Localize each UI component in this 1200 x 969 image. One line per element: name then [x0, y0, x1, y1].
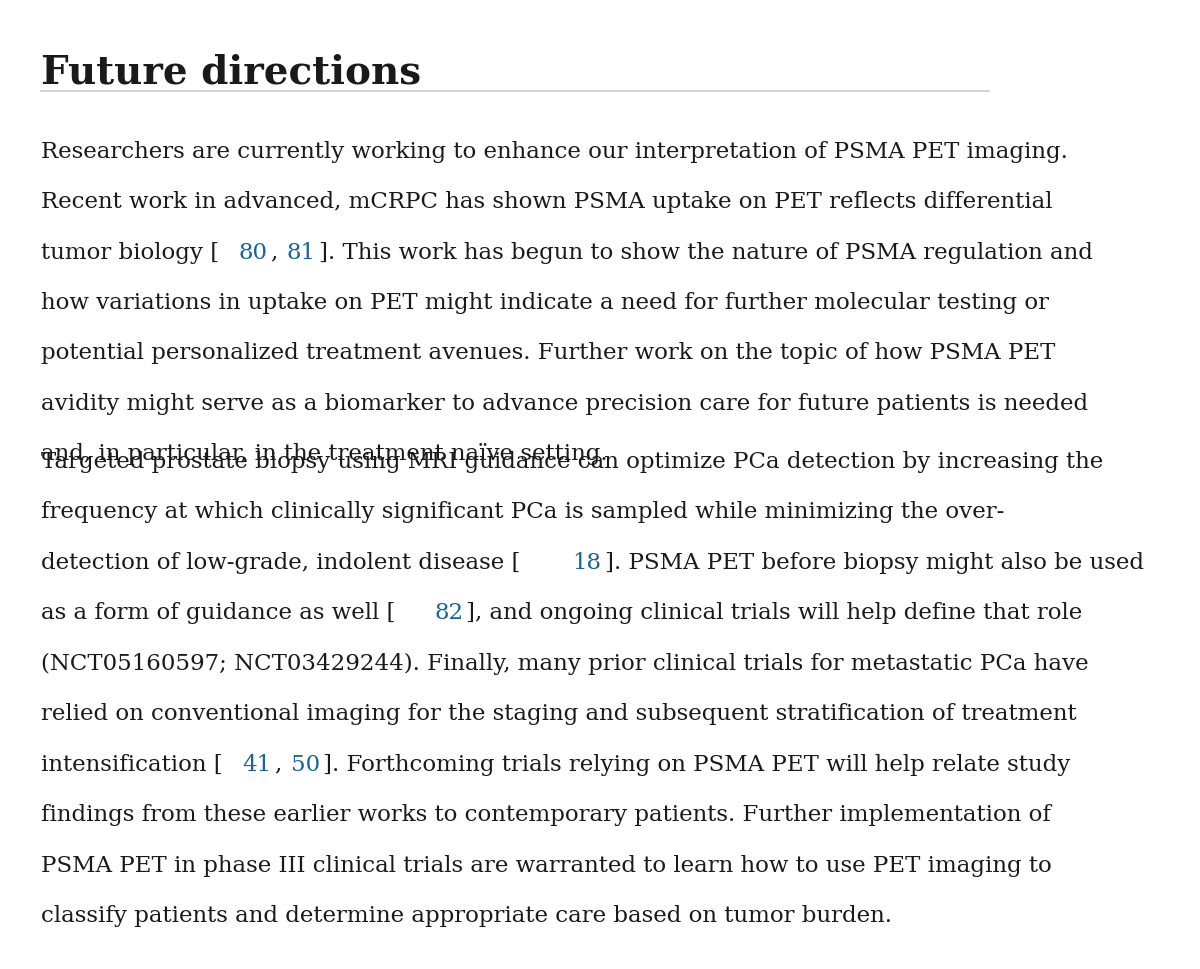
Text: frequency at which clinically significant PCa is sampled while minimizing the ov: frequency at which clinically significan…: [41, 501, 1004, 523]
Text: Recent work in advanced, mCRPC has shown PSMA uptake on PET reflects differentia: Recent work in advanced, mCRPC has shown…: [41, 191, 1052, 213]
Text: ]. Forthcoming trials relying on PSMA PET will help relate study: ]. Forthcoming trials relying on PSMA PE…: [323, 753, 1070, 775]
Text: tumor biology [: tumor biology [: [41, 241, 220, 264]
Text: ]. PSMA PET before biopsy might also be used: ]. PSMA PET before biopsy might also be …: [605, 551, 1144, 574]
Text: relied on conventional imaging for the staging and subsequent stratification of : relied on conventional imaging for the s…: [41, 703, 1076, 725]
Text: 41: 41: [242, 753, 271, 775]
Text: 81: 81: [287, 241, 316, 264]
Text: and, in particular, in the treatment naïve setting.: and, in particular, in the treatment naï…: [41, 443, 608, 465]
Text: ], and ongoing clinical trials will help define that role: ], and ongoing clinical trials will help…: [467, 602, 1082, 624]
Text: Researchers are currently working to enhance our interpretation of PSMA PET imag: Researchers are currently working to enh…: [41, 141, 1068, 163]
Text: Future directions: Future directions: [41, 53, 421, 91]
Text: intensification [: intensification [: [41, 753, 223, 775]
Text: as a form of guidance as well [: as a form of guidance as well [: [41, 602, 396, 624]
Text: 18: 18: [572, 551, 601, 574]
Text: 80: 80: [239, 241, 268, 264]
Text: ,: ,: [275, 753, 289, 775]
Text: Targeted prostate biopsy using MRI guidance can optimize PCa detection by increa: Targeted prostate biopsy using MRI guida…: [41, 451, 1104, 473]
Text: (NCT05160597; NCT03429244). Finally, many prior clinical trials for metastatic P: (NCT05160597; NCT03429244). Finally, man…: [41, 652, 1088, 674]
Text: classify patients and determine appropriate care based on tumor burden.: classify patients and determine appropri…: [41, 904, 893, 926]
Text: PSMA PET in phase III clinical trials are warranted to learn how to use PET imag: PSMA PET in phase III clinical trials ar…: [41, 854, 1052, 876]
Text: potential personalized treatment avenues. Further work on the topic of how PSMA : potential personalized treatment avenues…: [41, 342, 1056, 364]
Text: ]. This work has begun to show the nature of PSMA regulation and: ]. This work has begun to show the natur…: [319, 241, 1093, 264]
Text: detection of low-grade, indolent disease [: detection of low-grade, indolent disease…: [41, 551, 521, 574]
Text: 50: 50: [290, 753, 320, 775]
Text: 82: 82: [434, 602, 463, 624]
Text: ,: ,: [271, 241, 286, 264]
Text: avidity might serve as a biomarker to advance precision care for future patients: avidity might serve as a biomarker to ad…: [41, 392, 1088, 415]
Text: how variations in uptake on PET might indicate a need for further molecular test: how variations in uptake on PET might in…: [41, 292, 1049, 314]
Text: findings from these earlier works to contemporary patients. Further implementati: findings from these earlier works to con…: [41, 803, 1051, 826]
